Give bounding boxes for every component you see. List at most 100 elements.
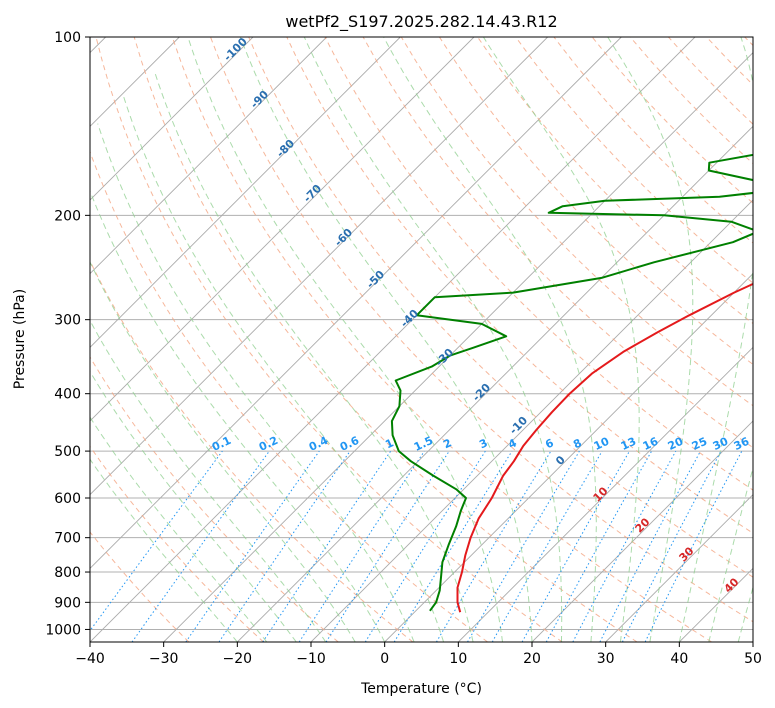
moist-adiabat-line bbox=[90, 319, 327, 642]
mixing-ratio-line bbox=[131, 450, 270, 642]
mixing-ratio-label: 10 bbox=[592, 435, 612, 453]
plot-frame bbox=[89, 36, 754, 643]
isotherm-line bbox=[90, 37, 622, 569]
mixing-ratio-label: 20 bbox=[666, 435, 686, 453]
mixing-ratio-label: 30 bbox=[711, 435, 731, 453]
y-tick-label: 100 bbox=[54, 30, 81, 46]
y-tick-label: 300 bbox=[54, 313, 81, 329]
dry-adiabat-label: -60 bbox=[332, 226, 355, 249]
y-tick-label: 1000 bbox=[45, 622, 81, 638]
y-tick-label: 800 bbox=[54, 565, 81, 581]
isotherm-line bbox=[90, 37, 254, 201]
mixing-ratio-line bbox=[298, 450, 425, 642]
dry-adiabat-line bbox=[744, 37, 753, 47]
mixing-ratio-line bbox=[90, 450, 223, 632]
isotherm-line bbox=[90, 37, 401, 348]
x-tick-label: 30 bbox=[597, 651, 615, 667]
mixing-ratio-line bbox=[218, 450, 351, 642]
y-axis-label: Pressure (hPa) bbox=[12, 289, 28, 389]
moist-adiabat-line bbox=[90, 370, 297, 642]
mixing-ratio-line bbox=[572, 450, 677, 642]
dry-adiabat-line bbox=[400, 37, 753, 407]
moist-adiabat-label: 30 bbox=[677, 544, 697, 564]
moist-adiabat-line bbox=[737, 585, 753, 642]
dry-adiabat-label: -80 bbox=[274, 137, 297, 160]
x-tick-label: −40 bbox=[75, 651, 105, 667]
moist-adiabat-line bbox=[90, 189, 386, 642]
mixing-ratio-line bbox=[325, 450, 450, 642]
moist-adiabat-line bbox=[90, 416, 268, 642]
moist-adiabat-line bbox=[303, 37, 563, 642]
dry-adiabat-line bbox=[553, 37, 753, 244]
moist-adiabat-label: 20 bbox=[633, 515, 653, 535]
isotherm-line bbox=[90, 37, 327, 275]
mixing-ratio-label: 16 bbox=[641, 435, 661, 453]
moist-adiabat-line bbox=[122, 94, 445, 642]
dry-adiabat-label: -20 bbox=[470, 381, 493, 404]
mixing-ratio-label: 2 bbox=[441, 436, 453, 451]
moist-adiabat-line bbox=[708, 466, 753, 642]
isotherm-line bbox=[752, 641, 753, 642]
dry-adiabat-line bbox=[706, 37, 753, 86]
dry-adiabat-line bbox=[286, 37, 753, 534]
temperature-trace bbox=[456, 282, 753, 613]
dry-adiabat-line bbox=[90, 531, 190, 642]
y-tick-label: 400 bbox=[54, 387, 81, 403]
y-tick-label: 700 bbox=[54, 531, 81, 547]
mixing-ratio-label: 6 bbox=[543, 436, 556, 451]
x-tick-label: −30 bbox=[149, 651, 179, 667]
dry-adiabat-line bbox=[210, 37, 753, 623]
isotherm-line bbox=[163, 52, 753, 642]
dry-adiabat-line bbox=[515, 37, 753, 284]
dry-adiabat-label: -100 bbox=[221, 35, 250, 64]
y-tick-label: 500 bbox=[54, 444, 81, 460]
mixing-ratio-label: 4 bbox=[506, 436, 519, 451]
dry-adiabat-line bbox=[133, 37, 638, 642]
chart-title: wetPf2_S197.2025.282.14.43.R12 bbox=[285, 12, 557, 32]
moist-adiabat-label: 10 bbox=[591, 484, 611, 504]
moist-adiabat-line bbox=[90, 260, 356, 642]
x-tick-label: 20 bbox=[523, 651, 541, 667]
isotherm-line bbox=[384, 273, 753, 642]
dry-adiabat-line bbox=[95, 37, 563, 642]
moist-adiabat-line bbox=[678, 37, 753, 642]
moist-adiabat-line bbox=[239, 37, 533, 642]
dry-adiabat-label: -90 bbox=[248, 88, 271, 111]
dry-adiabat-line bbox=[90, 445, 264, 642]
x-tick-label: −20 bbox=[223, 651, 253, 667]
dry-adiabat-label: -70 bbox=[301, 182, 324, 205]
isotherm-line bbox=[458, 346, 753, 642]
mixing-ratio-line bbox=[185, 450, 320, 642]
isotherm-line bbox=[531, 420, 753, 642]
moist-adiabat-line bbox=[187, 37, 503, 642]
x-tick-label: 0 bbox=[380, 651, 389, 667]
dry-adiabat-line bbox=[90, 356, 339, 642]
moist-adiabat-line bbox=[607, 37, 694, 642]
y-tick-label: 200 bbox=[54, 208, 81, 224]
mixing-ratio-line bbox=[545, 450, 653, 642]
isotherm-line bbox=[310, 199, 753, 642]
moist-adiabat-line bbox=[383, 37, 597, 642]
mixing-ratio-label: 36 bbox=[732, 435, 752, 453]
mixing-ratio-line bbox=[467, 450, 580, 642]
x-tick-label: 40 bbox=[670, 651, 688, 667]
isotherm-line bbox=[90, 37, 475, 422]
mixing-ratio-line bbox=[521, 450, 630, 642]
dry-adiabat-line bbox=[438, 37, 753, 366]
isotherm-line bbox=[237, 125, 753, 642]
moist-adiabat-line bbox=[482, 37, 640, 642]
isotherm-line bbox=[90, 37, 696, 642]
dry-adiabat-label: -10 bbox=[507, 414, 530, 437]
dewpoint-trace bbox=[390, 153, 753, 612]
dry-adiabat-line bbox=[90, 259, 414, 642]
dry-adiabat-line bbox=[90, 150, 488, 642]
sounding-traces bbox=[390, 153, 753, 613]
mixing-ratio-label: 13 bbox=[619, 435, 638, 453]
y-tick-label: 900 bbox=[54, 595, 81, 611]
y-tick-label: 600 bbox=[54, 491, 81, 507]
x-axis-label: Temperature (°C) bbox=[360, 681, 482, 697]
moist-adiabat-line bbox=[97, 123, 415, 642]
dry-adiabat-label: -50 bbox=[364, 268, 387, 291]
isotherm-line bbox=[605, 494, 753, 642]
